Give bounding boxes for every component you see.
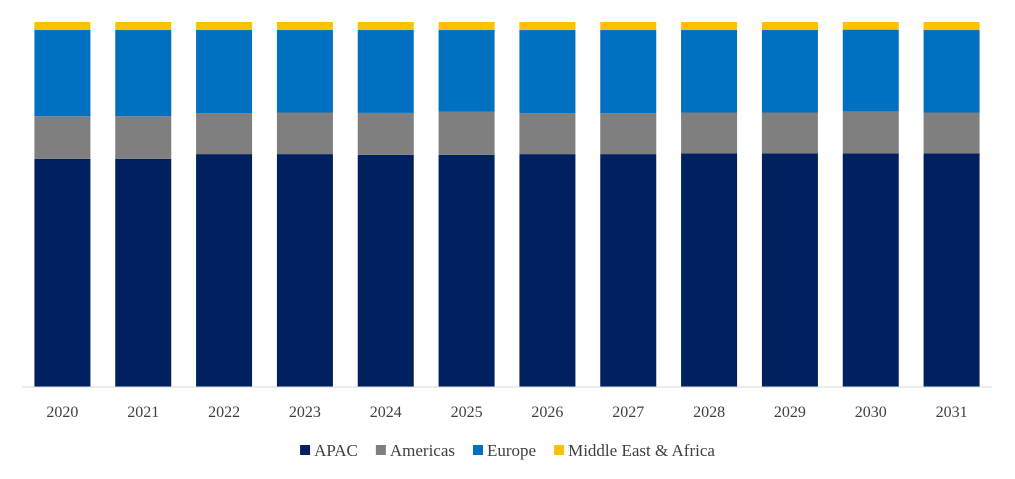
bar-segment-apac-2031 (923, 153, 980, 387)
legend: APAC Americas Europe Middle East & Africa (300, 441, 715, 460)
bar-segment-americas-2023 (276, 112, 333, 155)
bar-segment-europe-2026 (519, 30, 576, 114)
bar-segment-apac-2030 (842, 153, 899, 387)
bar-segment-europe-2030 (842, 29, 899, 112)
bar-segment-apac-2021 (115, 158, 172, 387)
bar-segment-middle-east-africa-2029 (761, 22, 818, 31)
bar-segment-americas-2026 (519, 113, 576, 155)
bar-segment-apac-2028 (681, 153, 738, 387)
x-tick-label-2022: 2022 (208, 404, 240, 421)
x-tick-label-2024: 2024 (370, 404, 402, 421)
legend-swatch (554, 445, 565, 455)
bar-segment-middle-east-africa-2031 (923, 22, 980, 31)
bar-segment-europe-2027 (600, 30, 657, 114)
x-tick-label-2026: 2026 (531, 404, 563, 421)
x-tick-label-2031: 2031 (936, 404, 968, 421)
bar-segment-apac-2025 (438, 154, 495, 387)
bar-segment-americas-2031 (923, 112, 980, 154)
legend-item-europe: Europe (473, 441, 536, 460)
bars-group (34, 22, 980, 387)
x-tick-label-2030: 2030 (855, 404, 887, 421)
bar-segment-apac-2029 (761, 153, 818, 387)
bar-segment-apac-2024 (357, 154, 414, 387)
bar-segment-europe-2023 (276, 30, 333, 113)
x-tick-label-2025: 2025 (451, 404, 483, 421)
bar-segment-europe-2021 (115, 30, 172, 117)
bar-segment-middle-east-africa-2030 (842, 22, 899, 30)
legend-item-americas: Americas (375, 441, 455, 460)
bar-segment-apac-2020 (34, 158, 91, 387)
bar-segment-americas-2028 (681, 112, 738, 154)
x-tick-labels: 2020 2021 2022 2023 2024 2025 2026 2027 2028 2029… (46, 404, 967, 421)
legend-swatch (473, 445, 484, 455)
x-tick-label-2020: 2020 (46, 404, 78, 421)
x-tick-label-2028: 2028 (693, 404, 725, 421)
legend-item-apac: APAC (300, 441, 358, 460)
bar-segment-americas-2024 (357, 112, 414, 155)
legend-label: Americas (390, 441, 455, 460)
bar-segment-middle-east-africa-2021 (115, 22, 172, 31)
bar-segment-americas-2027 (600, 113, 657, 155)
bar-segment-europe-2029 (761, 30, 818, 113)
x-tick-label-2027: 2027 (612, 404, 644, 421)
bar-segment-americas-2020 (34, 116, 91, 159)
legend-item-middle-east-africa: Middle East & Africa (554, 441, 715, 460)
legend-label: APAC (314, 441, 358, 460)
bar-segment-apac-2027 (600, 154, 657, 387)
bar-segment-apac-2026 (519, 154, 576, 387)
bar-segment-apac-2023 (276, 154, 333, 387)
x-tick-label-2029: 2029 (774, 404, 806, 421)
bar-segment-apac-2022 (196, 154, 253, 387)
bar-segment-europe-2025 (438, 30, 495, 112)
x-tick-label-2023: 2023 (289, 404, 321, 421)
bar-segment-europe-2024 (357, 30, 414, 113)
bar-segment-middle-east-africa-2026 (519, 22, 576, 31)
legend-swatch (375, 445, 386, 455)
bar-segment-europe-2028 (681, 30, 738, 113)
bar-segment-europe-2022 (196, 30, 253, 114)
legend-label: Middle East & Africa (568, 441, 715, 460)
bar-segment-americas-2022 (196, 113, 253, 155)
bar-segment-europe-2031 (923, 30, 980, 113)
bar-segment-middle-east-africa-2020 (34, 22, 91, 31)
bar-segment-middle-east-africa-2028 (681, 22, 738, 31)
legend-swatch (300, 445, 311, 455)
bar-segment-americas-2025 (438, 111, 495, 155)
bar-segment-middle-east-africa-2024 (357, 22, 414, 31)
bar-segment-americas-2030 (842, 111, 899, 154)
bar-segment-middle-east-africa-2025 (438, 22, 495, 31)
bar-segment-middle-east-africa-2027 (600, 22, 657, 31)
bar-segment-europe-2020 (34, 30, 91, 117)
bar-segment-middle-east-africa-2022 (196, 22, 253, 31)
bar-segment-middle-east-africa-2023 (276, 22, 333, 31)
bar-segment-americas-2021 (115, 116, 172, 159)
x-tick-label-2021: 2021 (127, 404, 159, 421)
legend-label: Europe (487, 441, 536, 460)
bar-segment-americas-2029 (761, 112, 818, 154)
